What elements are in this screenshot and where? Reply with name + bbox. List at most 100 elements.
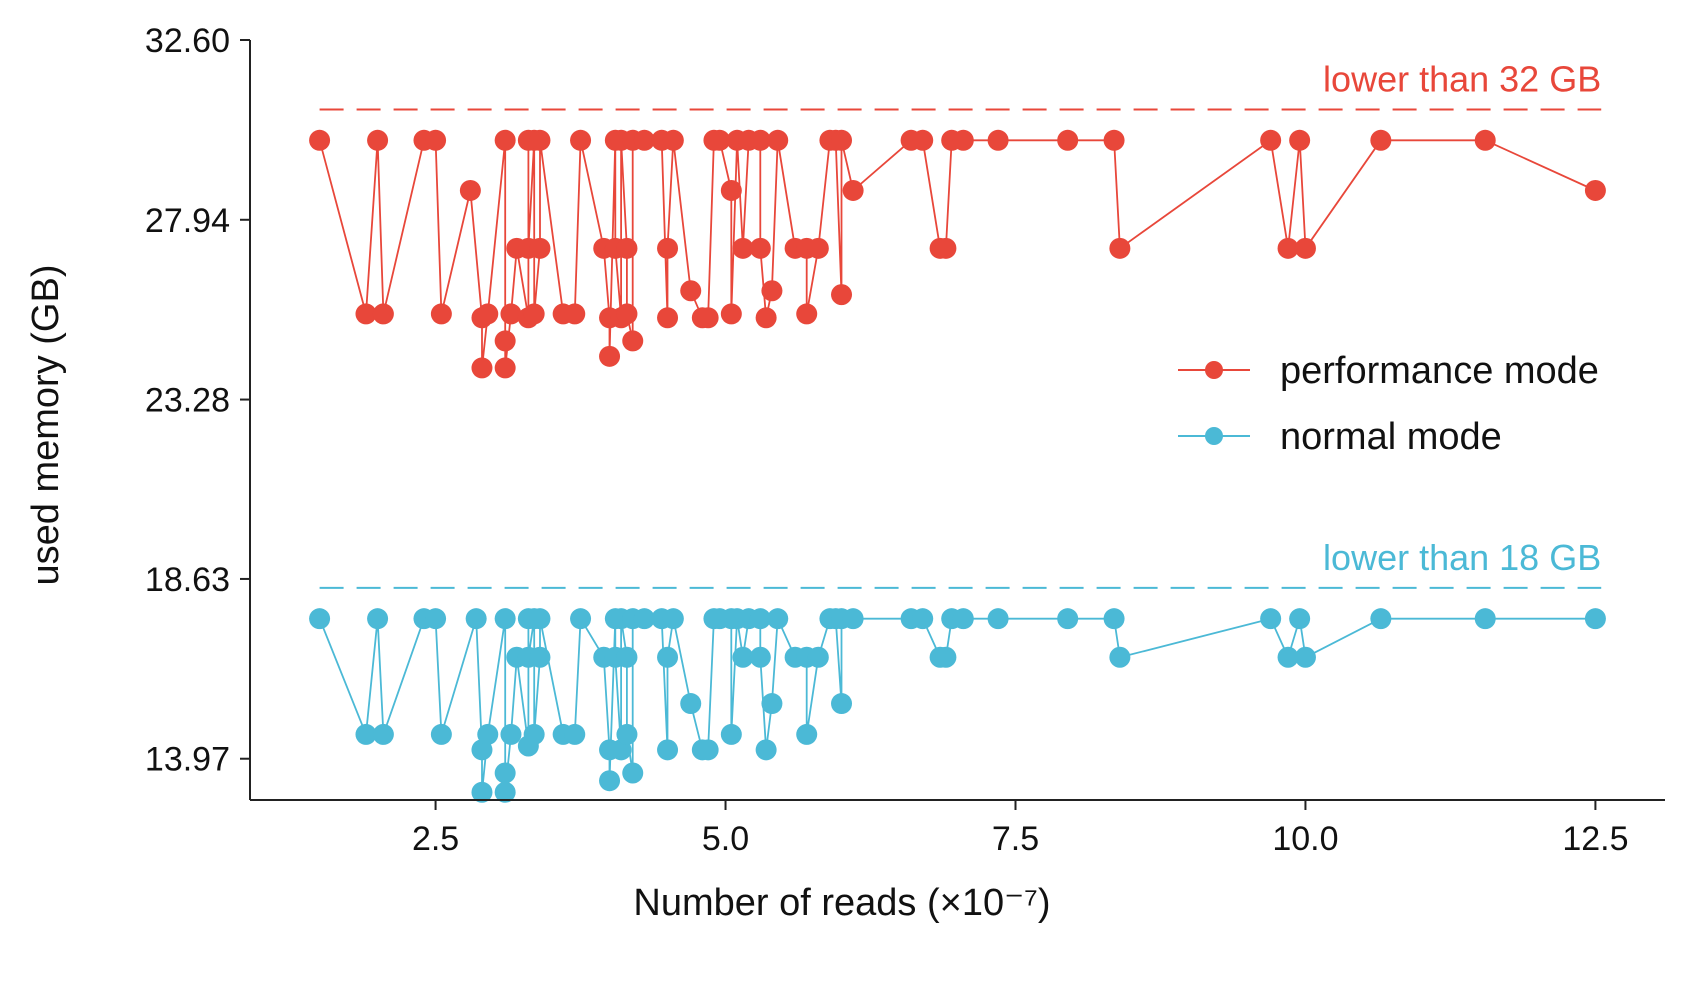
x-tick-label: 10.0 — [1272, 820, 1338, 858]
data-point-normal — [1057, 608, 1079, 630]
data-point-performance — [500, 303, 522, 325]
data-point-performance — [831, 284, 853, 306]
data-point-normal — [952, 608, 974, 630]
data-point-normal — [1294, 646, 1316, 668]
data-point-performance — [1294, 237, 1316, 259]
legend-item-normal: normal mode — [1178, 416, 1502, 458]
data-point-normal — [523, 723, 545, 745]
data-point-performance — [1370, 129, 1392, 151]
legend-label-performance: performance mode — [1280, 350, 1599, 392]
data-point-normal — [720, 723, 742, 745]
x-tick-label: 12.5 — [1562, 820, 1628, 858]
x-tick-label: 7.5 — [992, 820, 1039, 858]
data-point-normal — [1260, 608, 1282, 630]
data-point-performance — [796, 303, 818, 325]
data-point-performance — [523, 303, 545, 325]
data-point-performance — [952, 129, 974, 151]
legend-swatch-marker-normal — [1205, 427, 1223, 445]
data-point-performance — [622, 330, 644, 352]
legend-item-performance: performance mode — [1178, 350, 1599, 392]
axes — [249, 40, 1665, 801]
data-point-performance — [1584, 179, 1606, 201]
data-point-performance — [1109, 237, 1131, 259]
data-point-performance — [529, 129, 551, 151]
data-point-normal — [1277, 646, 1299, 668]
y-tick-label: 32.60 — [145, 22, 230, 60]
data-point-performance — [987, 129, 1009, 151]
data-point-normal — [807, 646, 829, 668]
data-point-performance — [749, 129, 771, 151]
data-point-normal — [1103, 608, 1125, 630]
data-point-normal — [494, 781, 516, 803]
y-tick-label: 23.28 — [145, 382, 230, 420]
data-point-normal — [430, 723, 452, 745]
data-point-performance — [912, 129, 934, 151]
data-point-performance — [720, 303, 742, 325]
data-point-normal — [987, 608, 1009, 630]
data-point-normal — [796, 723, 818, 745]
data-point-normal — [529, 646, 551, 668]
data-point-normal — [831, 693, 853, 715]
data-point-normal — [842, 608, 864, 630]
data-point-normal — [697, 739, 719, 761]
threshold-lines: lower than 32 GB lower than 18 GB — [319, 58, 1602, 589]
data-point-normal — [367, 608, 389, 630]
data-point-normal — [761, 693, 783, 715]
data-point-normal — [755, 739, 777, 761]
data-point-performance — [425, 129, 447, 151]
data-point-performance — [657, 237, 679, 259]
data-point-normal — [749, 646, 771, 668]
data-point-normal — [425, 608, 447, 630]
data-point-performance — [372, 303, 394, 325]
data-point-performance — [1277, 237, 1299, 259]
data-point-performance — [755, 307, 777, 329]
data-point-performance — [494, 357, 516, 379]
data-point-performance — [749, 237, 771, 259]
data-point-performance — [616, 237, 638, 259]
data-point-normal — [564, 723, 586, 745]
data-point-normal — [500, 723, 522, 745]
data-point-performance — [657, 307, 679, 329]
data-point-normal — [616, 723, 638, 745]
data-point-normal — [767, 608, 789, 630]
data-point-performance — [471, 357, 493, 379]
data-point-normal — [680, 693, 702, 715]
data-point-performance — [680, 280, 702, 302]
data-point-performance — [570, 129, 592, 151]
data-point-performance — [564, 303, 586, 325]
data-point-normal — [633, 608, 655, 630]
data-point-normal — [657, 739, 679, 761]
data-point-performance — [935, 237, 957, 259]
legend-label-normal: normal mode — [1280, 416, 1502, 458]
data-point-performance — [1103, 129, 1125, 151]
data-point-normal — [471, 781, 493, 803]
data-point-normal — [529, 608, 551, 630]
data-point-performance — [529, 237, 551, 259]
legend-swatch-marker-performance — [1205, 361, 1223, 379]
x-tick-label: 2.5 — [412, 820, 459, 858]
data-point-performance — [697, 307, 719, 329]
data-point-normal — [657, 646, 679, 668]
y-tick-label: 13.97 — [145, 741, 230, 779]
data-point-performance — [494, 129, 516, 151]
data-point-performance — [309, 129, 331, 151]
x-axis-title: Number of reads (×10⁻⁷) — [633, 882, 1050, 924]
threshold-label: lower than 18 GB — [1323, 537, 1601, 578]
data-point-normal — [494, 762, 516, 784]
data-point-performance — [430, 303, 452, 325]
data-point-normal — [935, 646, 957, 668]
data-point-normal — [599, 770, 621, 792]
data-point-performance — [807, 237, 829, 259]
data-point-normal — [355, 723, 377, 745]
data-point-normal — [309, 608, 331, 630]
data-point-performance — [477, 303, 499, 325]
data-point-normal — [1584, 608, 1606, 630]
data-point-performance — [1289, 129, 1311, 151]
data-point-performance — [767, 129, 789, 151]
data-point-normal — [622, 762, 644, 784]
data-point-performance — [1474, 129, 1496, 151]
data-point-performance — [599, 345, 621, 367]
ticks: 2.5 5.0 7.5 10.0 12.5 13.97 18.63 23.28 27.94 32.… — [145, 22, 1629, 858]
data-point-normal — [912, 608, 934, 630]
